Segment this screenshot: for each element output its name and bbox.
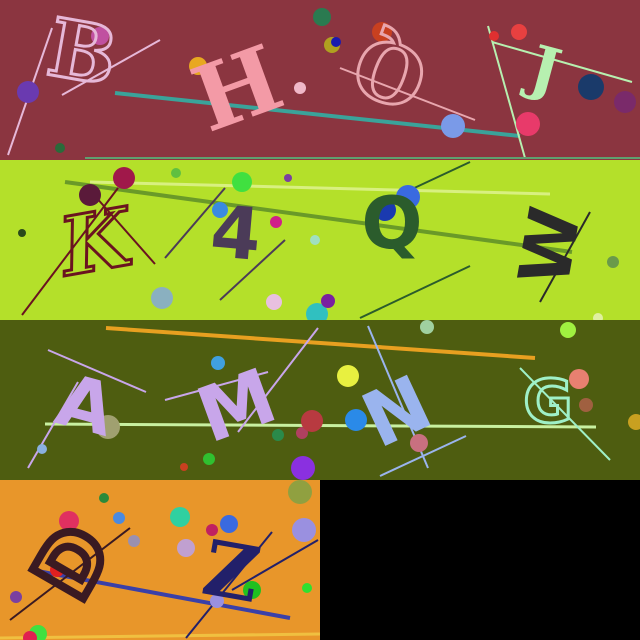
noise-dot [50, 563, 64, 577]
noise-dot [560, 322, 576, 338]
noise-dot [170, 507, 190, 527]
noise-dot [232, 172, 252, 192]
noise-dot [441, 114, 465, 138]
noise-dot [96, 415, 120, 439]
captcha-tile-2-art: K 4 Q W [0, 160, 640, 320]
noise-dot [284, 174, 292, 182]
noise-dot [243, 581, 261, 599]
noise-dot [211, 356, 225, 370]
captcha-glyph: W [503, 201, 597, 291]
noise-dot [516, 112, 540, 136]
noise-dot [374, 199, 396, 221]
noise-dot [410, 434, 428, 452]
captcha-tile-3: A M N G [0, 320, 640, 480]
captcha-glyph: 4 [207, 189, 264, 277]
noise-dot [99, 493, 109, 503]
noise-dot [171, 168, 181, 178]
noise-dot [270, 216, 282, 228]
noise-dot [607, 256, 619, 268]
noise-dot [23, 631, 37, 640]
noise-dot [10, 591, 22, 603]
noise-dot [91, 27, 109, 45]
noise-dot [291, 456, 315, 480]
noise-dot [288, 480, 312, 504]
noise-dot [489, 31, 499, 41]
noise-dot [301, 410, 323, 432]
noise-dot [210, 594, 224, 608]
noise-dot [579, 398, 593, 412]
noise-dot [337, 365, 359, 387]
noise-dot [220, 515, 238, 533]
captcha-glyph: Q [361, 181, 422, 265]
tile-3-background [0, 320, 640, 480]
noise-dot [128, 535, 140, 547]
noise-dot [420, 320, 434, 334]
noise-dot [628, 414, 640, 430]
noise-dot [203, 453, 215, 465]
noise-dot [177, 539, 195, 557]
noise-dot [372, 22, 392, 42]
captcha-glyph: G [523, 367, 572, 437]
noise-dot [55, 143, 65, 153]
noise-dot [206, 524, 218, 536]
noise-dot [313, 8, 331, 26]
noise-dot [578, 74, 604, 100]
noise-dot [151, 287, 173, 309]
captcha-tile-4: D Z [0, 480, 320, 640]
noise-dot [511, 24, 527, 40]
noise-dot [266, 294, 282, 310]
noise-dot [569, 369, 589, 389]
noise-dot [331, 37, 341, 47]
noise-dot [113, 167, 135, 189]
noise-dot [79, 184, 101, 206]
captcha-tile-3-art: A M N G [0, 320, 640, 480]
noise-dot [292, 518, 316, 542]
noise-dot [396, 185, 420, 209]
captcha-tile-1: B H Q J [0, 0, 640, 160]
noise-dot [294, 82, 306, 94]
noise-dot [17, 81, 39, 103]
captcha-tile-2: K 4 Q W [0, 160, 640, 320]
noise-dot [296, 427, 308, 439]
noise-dot [59, 511, 79, 531]
noise-dot [113, 512, 125, 524]
noise-dot [37, 444, 47, 454]
noise-dot [302, 583, 312, 593]
noise-dot [310, 235, 320, 245]
noise-dot [189, 57, 207, 75]
noise-dot [180, 463, 188, 471]
noise-dot [593, 313, 603, 320]
noise-dot [212, 202, 228, 218]
noise-dot [321, 294, 335, 308]
noise-dot [345, 409, 367, 431]
noise-dot [306, 303, 328, 320]
noise-dot [272, 429, 284, 441]
captcha-tile-1-art: B H Q J [0, 0, 640, 160]
captcha-tile-4-art: D Z [0, 480, 320, 640]
noise-dot [18, 229, 26, 237]
noise-dot [614, 91, 636, 113]
